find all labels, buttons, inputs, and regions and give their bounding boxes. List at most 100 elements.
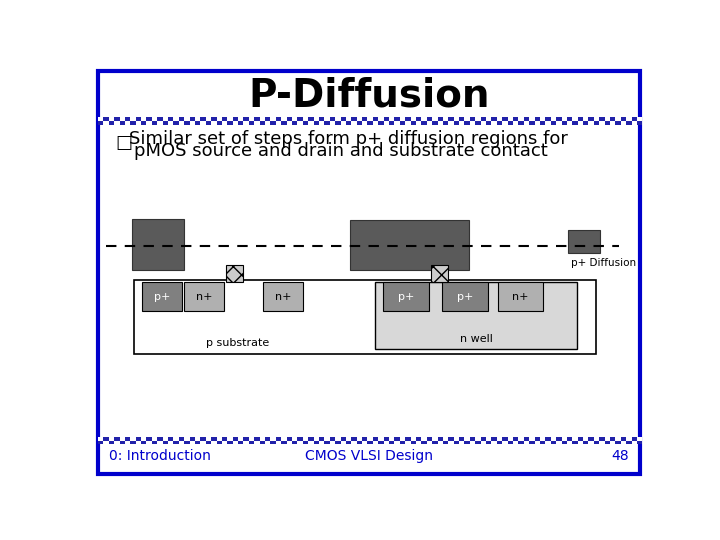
Bar — [341, 117, 346, 121]
Bar — [297, 441, 303, 444]
Bar — [292, 117, 297, 121]
Bar — [308, 121, 314, 125]
Bar — [599, 441, 605, 444]
Bar — [141, 121, 146, 125]
Bar — [637, 437, 642, 441]
Bar — [442, 282, 488, 311]
Bar — [217, 441, 222, 444]
Bar — [142, 282, 182, 311]
Bar — [583, 117, 588, 121]
Bar — [427, 117, 432, 121]
Bar — [206, 437, 211, 441]
Bar — [605, 441, 610, 444]
Bar — [109, 117, 114, 121]
Bar — [98, 437, 104, 441]
Bar — [416, 437, 421, 441]
Bar — [631, 441, 637, 444]
Bar — [265, 441, 271, 444]
Bar — [222, 441, 228, 444]
Bar — [141, 437, 146, 441]
Bar — [120, 437, 125, 441]
Bar — [263, 282, 303, 311]
Bar — [410, 441, 416, 444]
Bar — [228, 441, 233, 444]
Bar — [271, 441, 276, 444]
Bar — [114, 117, 120, 121]
Bar — [384, 117, 389, 121]
Bar — [330, 441, 335, 444]
Bar — [217, 437, 222, 441]
Bar — [341, 121, 346, 125]
Bar — [395, 437, 400, 441]
Bar — [621, 121, 626, 125]
Bar — [152, 117, 157, 121]
Bar — [130, 437, 135, 441]
Bar — [464, 437, 470, 441]
Bar — [616, 121, 621, 125]
Text: Similar set of steps form p+ diffusion regions for: Similar set of steps form p+ diffusion r… — [129, 130, 567, 148]
Bar — [373, 121, 378, 125]
Bar — [459, 441, 464, 444]
Bar — [631, 121, 637, 125]
Bar — [146, 117, 152, 121]
Bar — [222, 437, 228, 441]
Bar — [356, 117, 362, 121]
Bar — [292, 437, 297, 441]
Bar — [341, 441, 346, 444]
Bar — [163, 437, 168, 441]
Bar — [449, 121, 454, 125]
Bar — [287, 117, 292, 121]
Bar — [152, 441, 157, 444]
Bar — [125, 437, 130, 441]
Bar — [427, 121, 432, 125]
Bar — [179, 117, 184, 121]
Bar — [211, 437, 217, 441]
Bar — [324, 121, 330, 125]
Bar — [583, 437, 588, 441]
Bar — [184, 117, 189, 121]
Bar — [362, 437, 367, 441]
Bar — [513, 437, 518, 441]
Bar — [534, 441, 540, 444]
Bar — [605, 437, 610, 441]
Text: P-Diffusion: P-Diffusion — [248, 77, 490, 114]
Bar — [243, 121, 249, 125]
Bar — [588, 121, 594, 125]
Bar — [265, 437, 271, 441]
Bar — [421, 437, 427, 441]
Bar — [416, 121, 421, 125]
Bar — [189, 441, 195, 444]
Bar — [152, 121, 157, 125]
Bar — [626, 121, 631, 125]
Bar — [626, 441, 631, 444]
Bar — [211, 117, 217, 121]
Bar — [427, 437, 432, 441]
Bar — [378, 117, 384, 121]
Bar — [297, 117, 303, 121]
Bar — [130, 441, 135, 444]
Bar — [346, 117, 351, 121]
Bar — [594, 437, 599, 441]
Bar — [605, 121, 610, 125]
Bar — [432, 437, 438, 441]
Bar — [540, 437, 545, 441]
Bar — [233, 437, 238, 441]
Bar — [481, 117, 486, 121]
Bar — [157, 441, 163, 444]
Bar — [346, 121, 351, 125]
Bar — [346, 437, 351, 441]
Bar — [195, 121, 200, 125]
Bar — [475, 437, 481, 441]
Bar — [109, 121, 114, 125]
Bar — [410, 121, 416, 125]
Bar — [545, 121, 551, 125]
Bar — [271, 437, 276, 441]
Bar — [308, 441, 314, 444]
Bar — [104, 437, 109, 441]
Bar — [303, 121, 308, 125]
Bar — [454, 441, 459, 444]
Bar — [556, 117, 562, 121]
Bar — [356, 121, 362, 125]
Bar — [135, 437, 141, 441]
Bar — [297, 437, 303, 441]
